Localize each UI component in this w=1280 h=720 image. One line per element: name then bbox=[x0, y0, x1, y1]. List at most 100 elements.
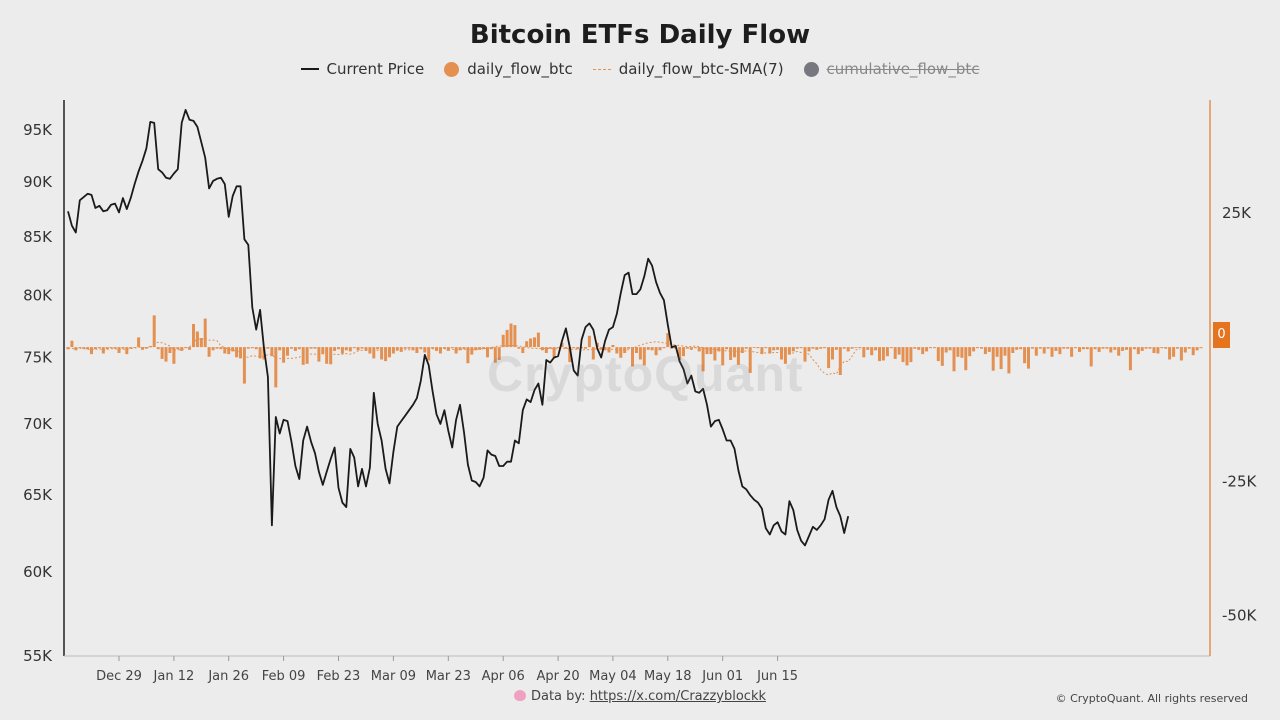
flow-bar bbox=[756, 347, 760, 349]
flow-bar bbox=[152, 315, 156, 348]
flow-bar bbox=[987, 347, 991, 352]
flow-bar bbox=[395, 347, 399, 351]
flow-bar bbox=[1113, 347, 1117, 350]
flow-bar bbox=[854, 347, 858, 348]
flow-bar bbox=[897, 347, 901, 355]
flow-bar bbox=[858, 347, 862, 349]
flow-bar bbox=[482, 347, 486, 350]
flow-bar bbox=[1101, 347, 1105, 349]
flow-bar bbox=[415, 347, 419, 353]
flow-bar bbox=[881, 347, 885, 361]
flow-bar bbox=[733, 347, 736, 358]
flow-bar bbox=[540, 347, 544, 351]
y-left-tick-label: 55K bbox=[23, 647, 53, 665]
flow-bar bbox=[607, 347, 611, 353]
flow-bar bbox=[678, 347, 682, 360]
flow-bar bbox=[638, 347, 642, 360]
x-tick-label: Jan 12 bbox=[153, 669, 195, 684]
flow-bar bbox=[811, 347, 815, 349]
flow-bar bbox=[1144, 347, 1148, 349]
flow-bar bbox=[78, 347, 82, 349]
flow-bar bbox=[560, 342, 564, 348]
flow-bar bbox=[1085, 347, 1089, 350]
flow-bar bbox=[564, 347, 568, 349]
flow-bar bbox=[109, 347, 113, 349]
flow-bar bbox=[266, 347, 270, 349]
flow-bar bbox=[93, 347, 97, 350]
flow-bar bbox=[819, 347, 823, 349]
flow-bar bbox=[513, 325, 517, 348]
legend-item-current-price[interactable]: Current Price bbox=[300, 60, 424, 78]
flow-bar bbox=[376, 347, 380, 350]
flow-bar bbox=[646, 347, 650, 350]
flow-bar bbox=[384, 347, 388, 362]
x-tick-label: May 04 bbox=[589, 669, 637, 684]
flow-bar bbox=[1109, 347, 1113, 353]
legend-item-cumulative-flow[interactable]: cumulative_flow_btc bbox=[803, 60, 979, 78]
flow-bar bbox=[791, 347, 795, 352]
flow-bar bbox=[168, 347, 172, 353]
right-axis-current-badge: 0 bbox=[1213, 322, 1230, 348]
flow-bar bbox=[587, 335, 591, 348]
y-right-tick-label: -50K bbox=[1222, 607, 1257, 625]
flow-bar bbox=[270, 347, 274, 357]
flow-bar bbox=[391, 347, 395, 354]
flow-bar bbox=[999, 347, 1003, 370]
flow-bar bbox=[874, 347, 878, 351]
x-tick-label: May 18 bbox=[644, 669, 692, 684]
flow-bar bbox=[489, 347, 493, 350]
y-right-tick-label: -25K bbox=[1222, 472, 1257, 490]
flow-bar bbox=[301, 347, 305, 365]
flow-bar bbox=[1050, 347, 1054, 357]
y-left-tick-label: 80K bbox=[23, 286, 53, 304]
flow-bar bbox=[925, 347, 929, 352]
legend-dot-swatch bbox=[444, 61, 460, 77]
flow-bar bbox=[1034, 347, 1038, 356]
flow-bar bbox=[1125, 347, 1128, 350]
flow-bar bbox=[411, 347, 415, 351]
flow-bar bbox=[1070, 347, 1074, 357]
flow-bar bbox=[548, 347, 552, 349]
flow-bar bbox=[936, 347, 940, 362]
flow-bar bbox=[293, 347, 297, 351]
flow-bar bbox=[278, 347, 282, 351]
x-tick-label: Dec 29 bbox=[96, 669, 142, 684]
flow-bar bbox=[427, 347, 431, 361]
flow-bar bbox=[913, 347, 917, 349]
flow-bar bbox=[274, 347, 278, 388]
flow-bar bbox=[1164, 347, 1168, 349]
flow-bar bbox=[584, 347, 587, 349]
sma-line bbox=[67, 337, 860, 376]
data-source-link[interactable]: https://x.com/Crazzyblockk bbox=[589, 689, 767, 704]
y-right-tick-label: 25K bbox=[1222, 204, 1252, 222]
flow-bar bbox=[889, 347, 893, 349]
flow-bar bbox=[544, 347, 548, 353]
flow-bar bbox=[1007, 347, 1011, 374]
flow-bar bbox=[533, 337, 536, 348]
flow-bar bbox=[795, 347, 799, 349]
flow-bar bbox=[70, 340, 74, 348]
flow-bar bbox=[980, 347, 983, 349]
price-line bbox=[67, 109, 850, 547]
flow-bar bbox=[1128, 347, 1132, 371]
flow-bar bbox=[972, 347, 976, 352]
flow-bar bbox=[1081, 347, 1085, 350]
flow-bar bbox=[309, 347, 313, 349]
flow-bar bbox=[846, 347, 850, 352]
flow-bar bbox=[1089, 347, 1093, 367]
flow-bar bbox=[258, 347, 262, 359]
flow-bar bbox=[1023, 347, 1027, 364]
flow-bar bbox=[736, 347, 740, 365]
flow-bar bbox=[344, 347, 348, 351]
legend-item-sma7[interactable]: daily_flow_btc-SMA(7) bbox=[592, 60, 784, 78]
flow-bar bbox=[1038, 347, 1042, 349]
flow-bar bbox=[552, 347, 556, 358]
flow-bar bbox=[995, 347, 999, 357]
flow-bar bbox=[203, 318, 207, 348]
legend-item-daily-flow[interactable]: daily_flow_btc bbox=[444, 60, 573, 78]
legend-dot-swatch bbox=[803, 61, 819, 77]
flow-bar bbox=[1140, 347, 1144, 351]
flow-bar bbox=[960, 347, 964, 358]
flow-bar bbox=[666, 333, 670, 348]
flow-bar bbox=[760, 347, 764, 355]
